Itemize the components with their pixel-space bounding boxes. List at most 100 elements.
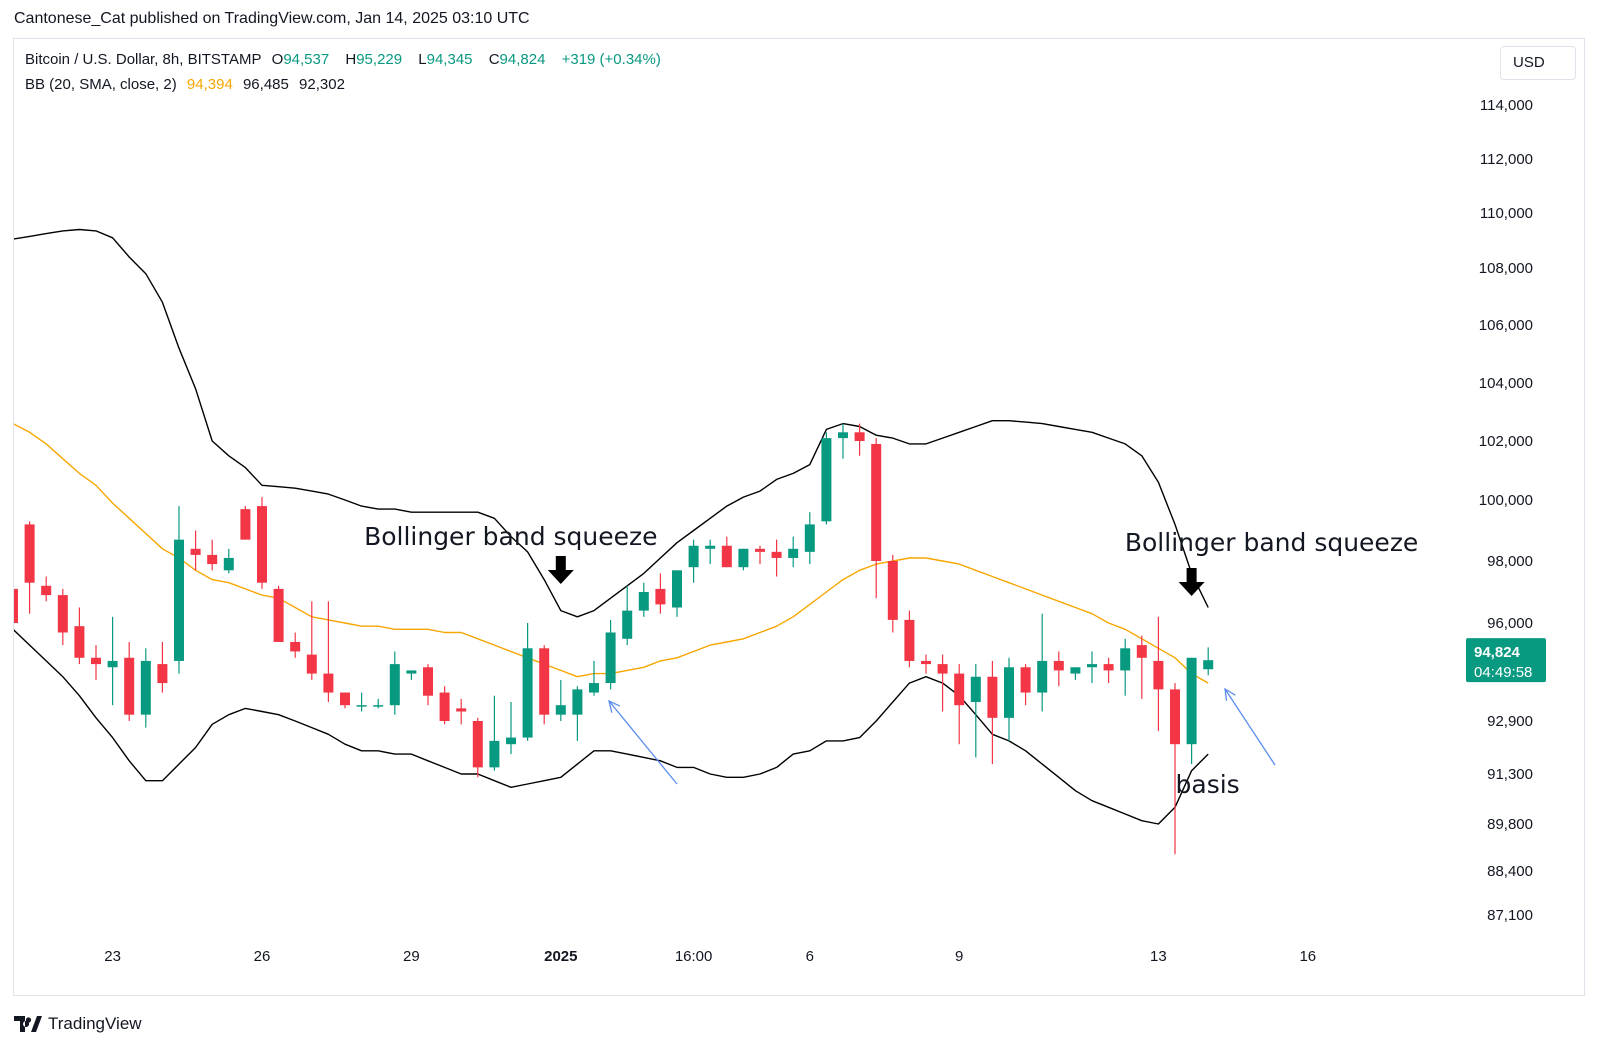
candle-body (788, 548, 799, 558)
candle-body (257, 506, 267, 583)
candle-body (821, 438, 832, 522)
candle-body (57, 595, 68, 633)
bb-upper-line (14, 228, 1209, 618)
candle-body (1153, 660, 1164, 690)
candle-body (838, 432, 848, 439)
pointer-arrow-icon (1224, 688, 1276, 766)
candle-body (987, 676, 998, 718)
candle-body (456, 708, 467, 712)
bb-lower-line (14, 629, 1209, 825)
candle-body (273, 588, 284, 642)
candle-body (854, 432, 865, 441)
candle-body (506, 737, 516, 745)
candle-body (472, 721, 483, 768)
brand-name: TradingView (48, 1014, 142, 1033)
tradingview-logo-icon (14, 1016, 42, 1032)
price-tick-label: 102,000 (1479, 433, 1533, 450)
candle-body (655, 588, 666, 605)
symbol-title[interactable]: Bitcoin / U.S. Dollar, 8h, BITSTAMP (25, 51, 262, 68)
candle-body (705, 545, 716, 549)
bb-basis-value: 94,394 (186, 76, 233, 93)
candle-body (1053, 660, 1064, 671)
candle-body (755, 548, 765, 552)
time-tick-label: 16:00 (675, 948, 713, 965)
squeeze-annotation-2: Bollinger band squeeze (1125, 528, 1418, 557)
bb-label[interactable]: BB (20, SMA, close, 2) (25, 76, 177, 93)
candle-body (1037, 660, 1048, 693)
tradingview-logo[interactable]: TradingView (14, 1014, 142, 1034)
candle-body (24, 524, 35, 583)
time-tick-label: 13 (1150, 948, 1167, 965)
price-tag-countdown: 04:49:58 (1474, 664, 1532, 681)
candle-body (954, 673, 965, 706)
candle-body (14, 588, 18, 623)
price-tick-label: 87,100 (1487, 907, 1533, 924)
price-tick-label: 110,000 (1480, 205, 1533, 222)
price-tick-label: 108,000 (1479, 260, 1533, 277)
candle-body (1103, 664, 1114, 671)
candle-body (174, 539, 184, 661)
candle-body (389, 664, 400, 706)
candle-body (240, 509, 251, 540)
price-tick-label: 112,000 (1480, 151, 1533, 168)
price-tag (1466, 638, 1546, 683)
candle-body (539, 648, 550, 715)
candle-body (340, 692, 350, 706)
candle-body (1136, 645, 1147, 658)
candle-body (605, 632, 616, 684)
candle-body (1203, 660, 1214, 670)
candle-body (41, 585, 52, 596)
candle-body (323, 673, 334, 693)
candle-body (589, 683, 599, 693)
candle-body (738, 548, 749, 568)
squeeze-annotation-1: Bollinger band squeeze (364, 522, 657, 551)
bb-upper-value: 96,485 (242, 76, 289, 93)
candle-body (157, 664, 168, 684)
candle-body (439, 692, 450, 721)
ohlc-change: +319 (+0.34%) (561, 51, 661, 68)
candle-body (887, 561, 898, 620)
candle-body (1020, 667, 1031, 693)
candle-body (672, 570, 682, 608)
candle-body (688, 545, 699, 568)
down-arrow-icon (1178, 568, 1205, 596)
candle-body (290, 641, 301, 652)
candle-body (937, 664, 948, 674)
candle-body (721, 545, 732, 568)
price-tick-label: 88,400 (1487, 863, 1533, 880)
candle-body (91, 657, 101, 665)
candle-body (406, 670, 417, 674)
price-tick-label: 98,000 (1487, 553, 1533, 570)
time-tick-label: 9 (955, 948, 963, 965)
publisher-line: Cantonese_Cat published on TradingView.c… (14, 10, 530, 27)
ohlc-low: L94,345 (418, 51, 473, 68)
candle-body (423, 667, 433, 696)
pointer-arrow-icon (608, 700, 678, 785)
pointer-arrow-icon-head (608, 699, 621, 713)
candle-body (207, 554, 218, 565)
candle-body (124, 657, 135, 715)
candle-body (771, 551, 782, 558)
price-tick-label: 91,300 (1487, 766, 1533, 783)
candle-body (223, 557, 234, 571)
price-tick-label: 104,000 (1479, 375, 1533, 392)
candle-body (1070, 667, 1081, 674)
time-tick-label: 2025 (544, 948, 577, 965)
chart-frame (13, 38, 1585, 996)
candle-body (871, 443, 882, 561)
candle-body (1004, 667, 1014, 718)
candle-body (622, 610, 633, 639)
ohlc-high: H95,229 (345, 51, 403, 68)
price-tag-value: 94,824 (1474, 644, 1521, 661)
currency-button[interactable]: USD (1500, 46, 1576, 80)
pointer-arrow-icon-head (1224, 687, 1236, 701)
candle-body (306, 654, 317, 674)
plot-area[interactable] (8, 228, 1214, 855)
candle-body (522, 648, 533, 738)
price-tick-label: 89,800 (1487, 816, 1533, 833)
candle-body (638, 592, 649, 611)
candle-body (140, 660, 151, 715)
candle-body (373, 705, 384, 707)
time-tick-label: 29 (403, 948, 420, 965)
